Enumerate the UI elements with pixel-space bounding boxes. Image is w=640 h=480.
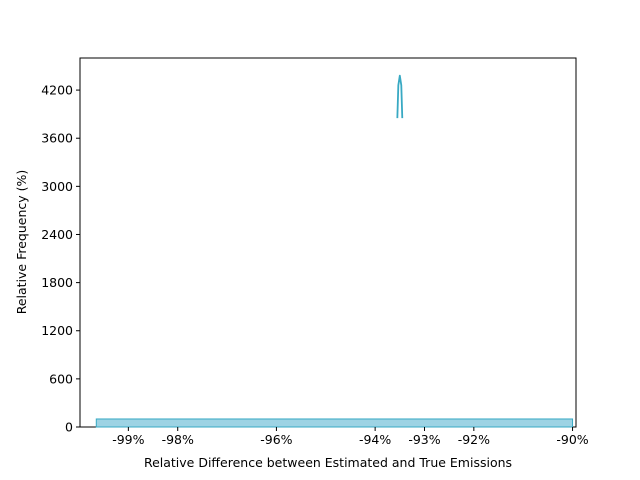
y-tick-label: 3600 bbox=[41, 131, 73, 146]
plot-frame bbox=[79, 57, 577, 428]
data-marks bbox=[95, 74, 574, 428]
y-tick-label: 3000 bbox=[41, 179, 73, 194]
y-tick-label: 600 bbox=[49, 371, 73, 386]
y-tick-label: 1200 bbox=[41, 323, 73, 338]
y-axis-label: Relative Frequency (%) bbox=[14, 170, 29, 315]
x-tick-label: -93% bbox=[408, 432, 440, 447]
density-curve-1 bbox=[396, 74, 404, 119]
x-tick-label: -90% bbox=[556, 432, 588, 447]
x-tick-label: -94% bbox=[359, 432, 391, 447]
x-tick-label: -99% bbox=[112, 432, 144, 447]
x-tick-label: -92% bbox=[458, 432, 490, 447]
x-axis-label: Relative Difference between Estimated an… bbox=[144, 455, 512, 470]
y-tick-label: 1800 bbox=[41, 275, 73, 290]
y-tick-label: 2400 bbox=[41, 227, 73, 242]
y-tick-label: 4200 bbox=[41, 83, 73, 98]
y-tick-label: 0 bbox=[65, 420, 73, 435]
axes: -99% -98% -96% -94% -93% -92% -90% 0 600 1200 1800… bbox=[41, 83, 589, 447]
plot-area bbox=[79, 57, 577, 428]
x-tick-label: -96% bbox=[260, 432, 292, 447]
histogram-bar-0 bbox=[95, 418, 574, 428]
x-tick-label: -98% bbox=[162, 432, 194, 447]
